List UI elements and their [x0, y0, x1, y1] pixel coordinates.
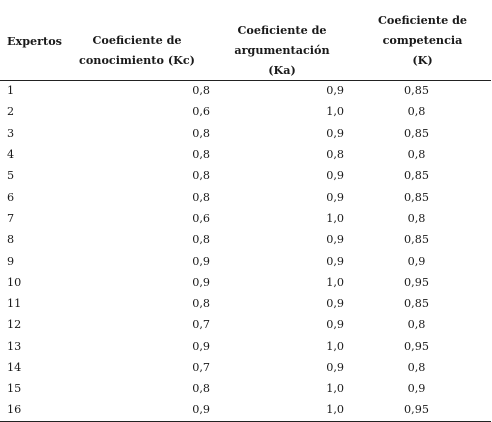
cell-k: 0,8: [407, 148, 426, 162]
cell-k: 0,95: [404, 339, 429, 353]
cell-kc: 0,8: [192, 190, 210, 204]
cell-kc: 0,8: [192, 126, 210, 140]
cell-expert: 13: [7, 339, 22, 353]
cell-k: 0,9: [407, 382, 426, 396]
cell-kc: 0,6: [192, 211, 210, 225]
cell-expert: 8: [7, 233, 15, 247]
table-row: 15 0,8 1,0 0,9: [0, 379, 491, 400]
cell-kc: 0,8: [192, 382, 210, 396]
table-row: 9 0,9 0,9 0,9: [0, 251, 491, 272]
cell-kc: 0,9: [192, 275, 210, 289]
cell-k: 0,85: [404, 297, 429, 311]
header-experts: Expertos: [0, 0, 70, 81]
cell-expert: 3: [7, 126, 15, 140]
cell-ka: 1,0: [326, 211, 344, 225]
cell-kc: 0,8: [192, 169, 210, 183]
table-row: 11 0,8 0,9 0,85: [0, 293, 491, 314]
cell-ka: 0,8: [326, 148, 344, 162]
cell-ka: 1,0: [326, 275, 344, 289]
cell-ka: 1,0: [326, 339, 344, 353]
table-body: 1 0,8 0,9 0,85 2 0,6 1,0 0,8 3 0,8 0,9 0,85 4 0,8 0,8 0…: [0, 81, 491, 422]
cell-k: 0,8: [407, 361, 426, 374]
cell-ka: 0,9: [326, 169, 344, 183]
cell-ka: 0,9: [326, 190, 344, 204]
cell-kc: 0,9: [192, 339, 210, 353]
cell-kc: 0,7: [192, 361, 210, 374]
cell-kc: 0,8: [192, 297, 210, 311]
cell-expert: 12: [7, 318, 22, 332]
cell-kc: 0,9: [192, 254, 210, 268]
cell-k: 0,85: [404, 190, 429, 204]
header-competence-coefficient: Coeficiente de competencia (K): [358, 0, 491, 81]
table-row: 10 0,9 1,0 0,95: [0, 272, 491, 293]
table-row: 14 0,7 0,9 0,8: [0, 357, 491, 378]
table-row: 4 0,8 0,8 0,8: [0, 144, 491, 165]
cell-ka: 0,9: [326, 126, 344, 140]
cell-k: 0,95: [358, 399, 491, 422]
table-row: 8 0,8 0,9 0,85: [0, 230, 491, 251]
header-ka-line1: Coeficiente de: [237, 23, 327, 37]
cell-ka: 0,9: [326, 233, 344, 247]
header-knowledge-coefficient: Coeficiente de conocimiento (Kc): [70, 0, 220, 81]
table-row: 16 0,9 1,0 0,95: [0, 399, 491, 422]
cell-kc: 0,8: [192, 233, 210, 247]
header-row: Expertos Coeficiente de conocimiento (Kc…: [0, 0, 491, 81]
cell-k: 0,85: [404, 169, 429, 183]
header-argumentation-coefficient: Coeficiente de argumentación (Ka): [220, 0, 358, 81]
cell-k: 0,9: [407, 254, 426, 268]
table-header: Expertos Coeficiente de conocimiento (Kc…: [0, 0, 491, 81]
cell-expert: 11: [7, 297, 22, 311]
cell-expert: 5: [7, 169, 15, 183]
header-ka-line2: argumentación (Ka): [234, 43, 330, 77]
table-row: 2 0,6 1,0 0,8: [0, 102, 491, 123]
cell-expert: 10: [7, 275, 22, 289]
table-row: 3 0,8 0,9 0,85: [0, 123, 491, 144]
cell-expert: 15: [7, 382, 22, 396]
cell-k: 0,85: [404, 233, 429, 247]
cell-expert: 7: [7, 211, 15, 225]
cell-k: 0,95: [404, 275, 429, 289]
cell-ka: 0,9: [326, 297, 344, 311]
header-k-line3: (K): [412, 53, 433, 67]
cell-expert: 16: [0, 399, 70, 422]
table-row: 13 0,9 1,0 0,95: [0, 336, 491, 357]
cell-expert: 9: [7, 254, 15, 268]
cell-expert: 1: [7, 84, 15, 98]
header-k-line1: Coeficiente de: [377, 13, 468, 27]
cell-ka: 0,9: [326, 84, 344, 98]
header-experts-label: Expertos: [7, 34, 62, 48]
cell-kc: 0,8: [192, 148, 210, 162]
header-k-line2: competencia: [382, 33, 463, 47]
table-row: 7 0,6 1,0 0,8: [0, 208, 491, 229]
cell-k: 0,8: [407, 105, 426, 119]
table-row: 12 0,7 0,9 0,8: [0, 315, 491, 336]
cell-k: 0,8: [407, 318, 426, 332]
cell-ka: 1,0: [220, 399, 358, 422]
table-row: 6 0,8 0,9 0,85: [0, 187, 491, 208]
table-row: 1 0,8 0,9 0,85: [0, 81, 491, 102]
cell-expert: 6: [7, 190, 15, 204]
cell-ka: 1,0: [326, 105, 344, 119]
cell-k: 0,85: [404, 84, 429, 98]
cell-ka: 0,9: [326, 254, 344, 268]
cell-k: 0,8: [407, 211, 426, 225]
cell-kc: 0,7: [192, 318, 210, 332]
header-kc-line1: Coeficiente de: [92, 33, 182, 47]
cell-kc: 0,9: [70, 399, 220, 422]
cell-ka: 0,9: [326, 318, 344, 332]
cell-expert: 14: [7, 361, 22, 374]
cell-expert: 4: [7, 148, 15, 162]
cell-k: 0,85: [404, 126, 429, 140]
cell-ka: 0,9: [326, 361, 344, 374]
cell-ka: 1,0: [326, 382, 344, 396]
cell-kc: 0,8: [192, 84, 210, 98]
cell-expert: 2: [7, 105, 15, 119]
cell-kc: 0,6: [192, 105, 210, 119]
header-kc-line2: conocimiento (Kc): [79, 53, 195, 67]
table-row: 5 0,8 0,9 0,85: [0, 166, 491, 187]
